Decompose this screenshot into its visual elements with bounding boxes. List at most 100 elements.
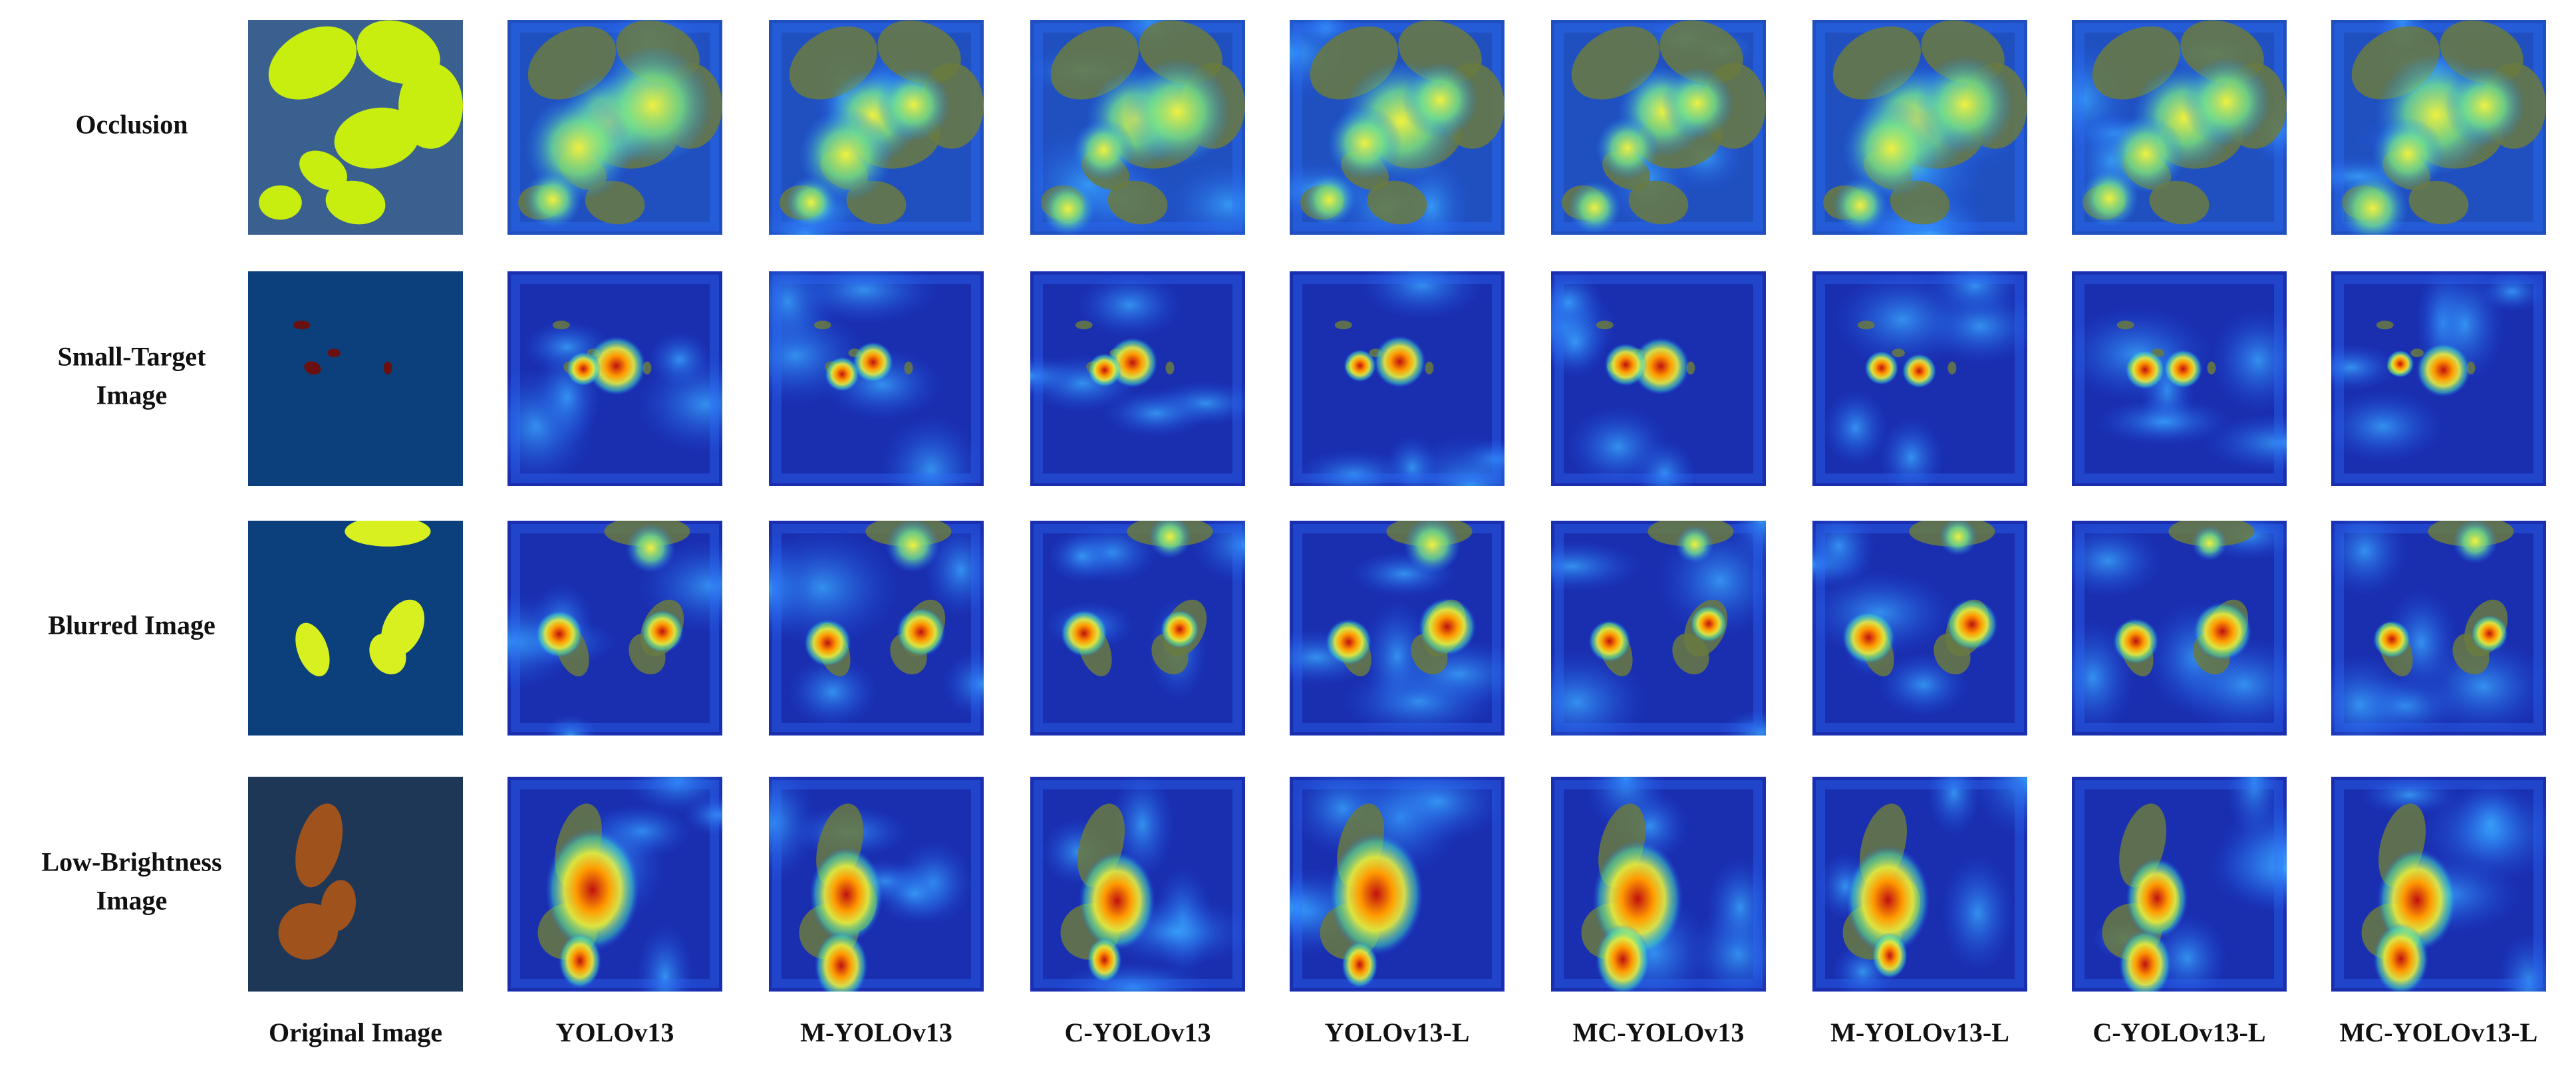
glow (2211, 309, 2287, 412)
heatmap-image (2072, 271, 2287, 486)
glow (2331, 390, 2444, 463)
heat-blob (1040, 181, 1095, 235)
heat-blob (2192, 525, 2227, 561)
leaf (1334, 321, 1352, 330)
image-content (2072, 20, 2287, 235)
heatmap-image (1030, 271, 1245, 486)
heat-blob (799, 108, 893, 201)
heatmap-image (507, 20, 722, 235)
image-content (1290, 777, 1504, 992)
glow (1191, 521, 1245, 583)
heat-blob (1902, 353, 1937, 388)
heat-blob (1690, 605, 1727, 642)
heatmap-image (1030, 20, 1245, 235)
image-content (2331, 521, 2546, 736)
glow (1551, 305, 1608, 378)
heat-blob (523, 170, 582, 229)
heat-blob (558, 933, 601, 989)
leaf (904, 361, 913, 375)
heat-blob (1418, 598, 1477, 656)
heat-blob (1864, 350, 1899, 385)
heatmap-image (1290, 271, 1504, 486)
heat-blob (587, 336, 646, 396)
heatmap-image (1551, 521, 1766, 736)
heat-blob (566, 351, 601, 386)
heat-blob (1401, 62, 1479, 138)
heatmap-image (2331, 271, 2546, 486)
image-content (1551, 20, 1766, 235)
image-background (248, 777, 463, 992)
glow (1030, 356, 1081, 396)
heat-blob (803, 619, 851, 667)
frame-glow (2335, 275, 2543, 483)
column-label: M-YOLOv13-L (1830, 1017, 2009, 1047)
frame-glow (1554, 275, 1763, 483)
heat-blob (1303, 174, 1356, 226)
heatmap-image (507, 521, 722, 736)
leaf (1947, 361, 1957, 375)
leaf (1107, 180, 1168, 225)
leaf (1672, 633, 1709, 675)
glow (2497, 932, 2546, 992)
column-label: MC-YOLOv13-L (2340, 1017, 2538, 1047)
frame-glow (2075, 275, 2283, 483)
glow (2208, 825, 2287, 912)
heat-blob (1124, 58, 1231, 166)
heat-blob (2337, 173, 2408, 235)
heat-blob (1329, 833, 1424, 956)
glow (1551, 541, 1642, 592)
glow (880, 415, 982, 486)
frame-glow (772, 275, 980, 483)
heat-blob (1604, 343, 1647, 386)
heatmap-image (2072, 20, 2287, 235)
column-label: MC-YOLOv13 (1573, 1017, 1745, 1047)
leaf (304, 361, 321, 375)
image-content (248, 521, 463, 736)
leaf (327, 348, 341, 358)
heat-blob (2471, 614, 2508, 652)
heatmap-image (769, 20, 984, 235)
leaf (1628, 180, 1689, 225)
heat-blob (2125, 350, 2165, 390)
heat-blob (1842, 611, 1896, 664)
glow (789, 271, 938, 324)
heat-blob (1327, 106, 1403, 181)
column-label: C-YOLOv13 (1065, 1017, 1211, 1047)
glow (1927, 271, 2023, 317)
glow (787, 656, 877, 728)
heatmap-image (2331, 20, 2546, 235)
heatmap-image (1290, 777, 1504, 992)
glow (2456, 780, 2525, 867)
image-content (769, 521, 984, 736)
heatmap-image (1812, 271, 2027, 486)
heat-blob (877, 68, 950, 142)
heat-blob (1325, 618, 1372, 666)
frame-glow (1816, 780, 2024, 988)
leaf (345, 521, 431, 547)
heat-blob (545, 828, 640, 951)
heat-blob (1588, 620, 1631, 662)
heat-blob (1079, 851, 1155, 951)
heat-blob (2386, 350, 2414, 378)
glow (2203, 414, 2287, 472)
column-label: YOLOv13-L (1325, 1017, 1470, 1047)
leaf (1425, 361, 1434, 375)
glow (1372, 777, 1504, 842)
image-content (507, 271, 722, 486)
heat-blob (1403, 521, 1461, 574)
heat-blob (641, 610, 684, 653)
heatmap-image (1812, 777, 2027, 992)
frame-glow (511, 275, 719, 483)
image-content (1030, 20, 1245, 235)
image-content (769, 271, 984, 486)
heat-blob (2112, 618, 2159, 664)
column-label: M-YOLOv13 (800, 1017, 952, 1047)
heatmap-image (1812, 20, 2027, 235)
leaf (299, 150, 348, 190)
image-content (1290, 271, 1504, 486)
glow (2361, 777, 2459, 815)
glow (769, 535, 813, 642)
image-content (1812, 20, 2027, 235)
glow (1103, 389, 1209, 438)
image-content (2072, 271, 2287, 486)
